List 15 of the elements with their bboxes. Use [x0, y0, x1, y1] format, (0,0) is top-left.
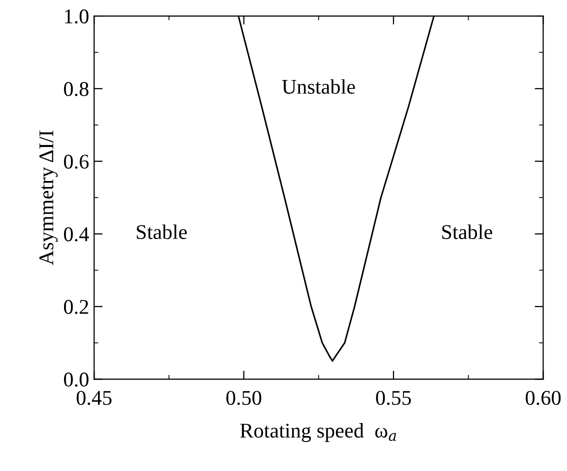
annotation: Stable: [442, 224, 492, 240]
y-tick-label: 1.0: [65, 9, 88, 24]
annotation: Stable: [136, 224, 187, 240]
y-tick-label: 0.4: [64, 227, 89, 242]
x-tick-label: 0.50: [226, 390, 262, 406]
x-tick-label: 0.45: [76, 390, 112, 406]
y-tick-label: 0.0: [64, 372, 88, 387]
annotation: Unstable: [282, 79, 355, 94]
y-tick-label: 0.8: [64, 82, 88, 96]
y-axis-title: Asymmetry ΔI/I: [39, 130, 58, 266]
y-tick-label: 0.6: [64, 154, 89, 169]
x-tick-label: 0.55: [376, 390, 411, 406]
x-tick-label: 0.60: [526, 390, 561, 406]
x-axis-title: Rotating speed ω$_{a}$: [240, 423, 396, 442]
y-tick-label: 0.2: [64, 300, 88, 314]
